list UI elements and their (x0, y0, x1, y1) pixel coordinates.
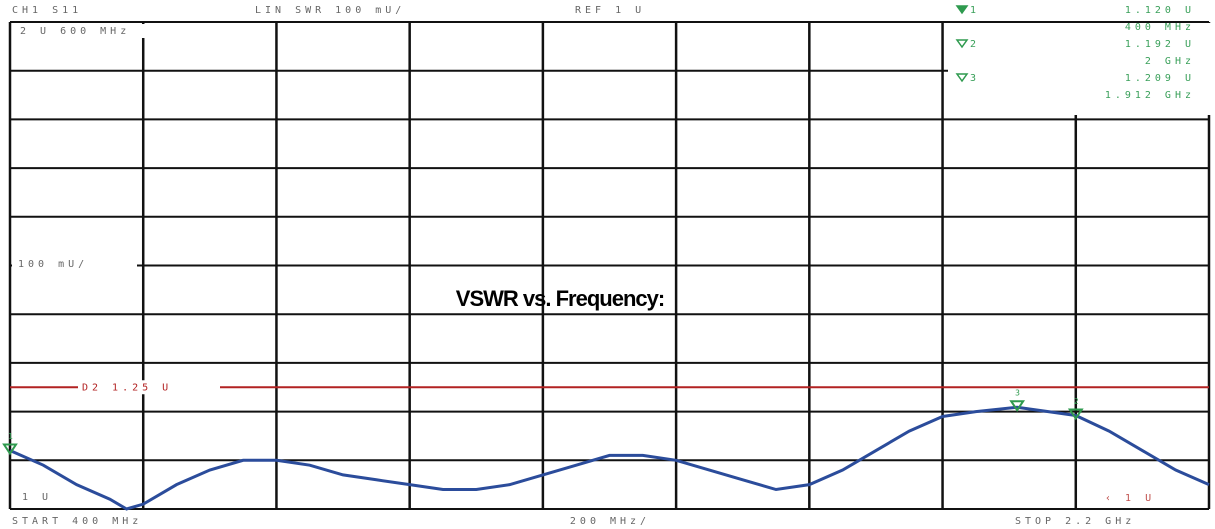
readout-number: 1 (970, 5, 980, 16)
annotation: 1 U (22, 492, 52, 503)
readout-freq: 1.912 GHz (1105, 90, 1195, 101)
readout-freq: 400 MHz (1125, 22, 1195, 33)
readout-number: 2 (970, 39, 980, 50)
header-text: LIN SWR 100 mU/ (255, 5, 405, 16)
marker-number: 3 (1015, 389, 1020, 398)
readout-freq: 2 GHz (1145, 56, 1195, 67)
annotation: STOP 2.2 GHz (1015, 516, 1135, 527)
marker (1009, 400, 1026, 413)
annotation: ‹ 1 U (1105, 493, 1155, 504)
annotation: 200 MHz/ (570, 516, 650, 527)
annotation: START 400 MHz (12, 516, 142, 527)
chart-title: VSWR vs. Frequency: (456, 286, 664, 311)
readout-value: 1.120 U (1125, 5, 1195, 16)
limit-label: D2 1.25 U (82, 382, 172, 393)
header-text: REF 1 U (575, 5, 645, 16)
label-bg (14, 24, 164, 38)
readout-box (948, 23, 1213, 115)
header-text: CH1 S11 (12, 5, 82, 16)
marker (1067, 408, 1084, 421)
marker (2, 443, 18, 456)
readout-value: 1.192 U (1125, 39, 1195, 50)
readout-triangle (955, 5, 969, 15)
readout-value: 1.209 U (1125, 73, 1195, 84)
annotation: 100 mU/ (18, 259, 88, 270)
marker-number: 2 (1074, 397, 1079, 406)
data-line (9, 405, 1210, 511)
readout-triangle (955, 39, 969, 49)
marker-number: 1 (8, 432, 13, 441)
label-bg (78, 380, 220, 395)
annotation: 2 U 600 MHz (20, 26, 130, 37)
label-bg (12, 257, 137, 271)
readout-number: 3 (970, 73, 980, 84)
readout-triangle (955, 73, 969, 83)
